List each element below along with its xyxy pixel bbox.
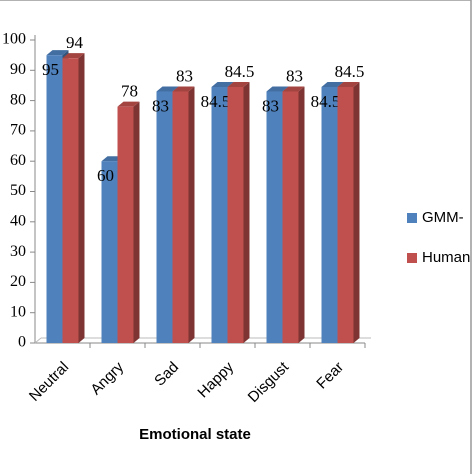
bar xyxy=(282,86,305,343)
y-tick-label: 80 xyxy=(10,91,26,108)
x-tick-label: Angry xyxy=(87,358,127,398)
bar xyxy=(117,101,140,343)
legend-swatch xyxy=(407,253,417,263)
bar xyxy=(227,81,250,343)
y-tick-label: 50 xyxy=(10,182,26,199)
floor-edge xyxy=(34,337,42,344)
x-tick-label: Neutral xyxy=(26,359,72,405)
data-label: 78 xyxy=(121,82,138,101)
data-label: 83 xyxy=(286,66,303,85)
data-label: 83 xyxy=(152,96,169,115)
y-tick-label: 90 xyxy=(10,61,26,78)
legend-label: GMM- xyxy=(422,209,464,226)
y-tick-label: 30 xyxy=(10,243,26,260)
y-tick-label: 20 xyxy=(10,273,26,290)
data-label: 83 xyxy=(262,96,279,115)
legend-label: Human xyxy=(422,249,470,266)
y-tick-label: 0 xyxy=(18,334,26,351)
legend-swatch xyxy=(407,213,417,223)
y-tick-label: 60 xyxy=(10,152,26,169)
y-tick-label: 100 xyxy=(2,31,26,48)
data-label: 84.5 xyxy=(311,92,341,111)
y-tick-label: 10 xyxy=(10,303,26,320)
y-tick-label: 40 xyxy=(10,212,26,229)
data-label: 84.5 xyxy=(201,92,231,111)
bar xyxy=(62,53,85,344)
data-label: 60 xyxy=(97,166,114,185)
data-label: 84.5 xyxy=(335,62,365,81)
x-tick-label: Disgust xyxy=(245,358,293,406)
bar xyxy=(172,86,195,343)
y-tick-label: 70 xyxy=(10,122,26,139)
data-label: 84.5 xyxy=(225,62,255,81)
data-label: 94 xyxy=(66,33,84,52)
bar xyxy=(337,81,360,343)
x-axis-title: Emotional state xyxy=(139,426,251,443)
data-label: 83 xyxy=(176,66,193,85)
x-tick-label: Sad xyxy=(151,359,182,390)
x-tick-label: Fear xyxy=(313,359,347,393)
x-tick-label: Happy xyxy=(194,358,237,401)
data-label: 95 xyxy=(42,60,59,79)
